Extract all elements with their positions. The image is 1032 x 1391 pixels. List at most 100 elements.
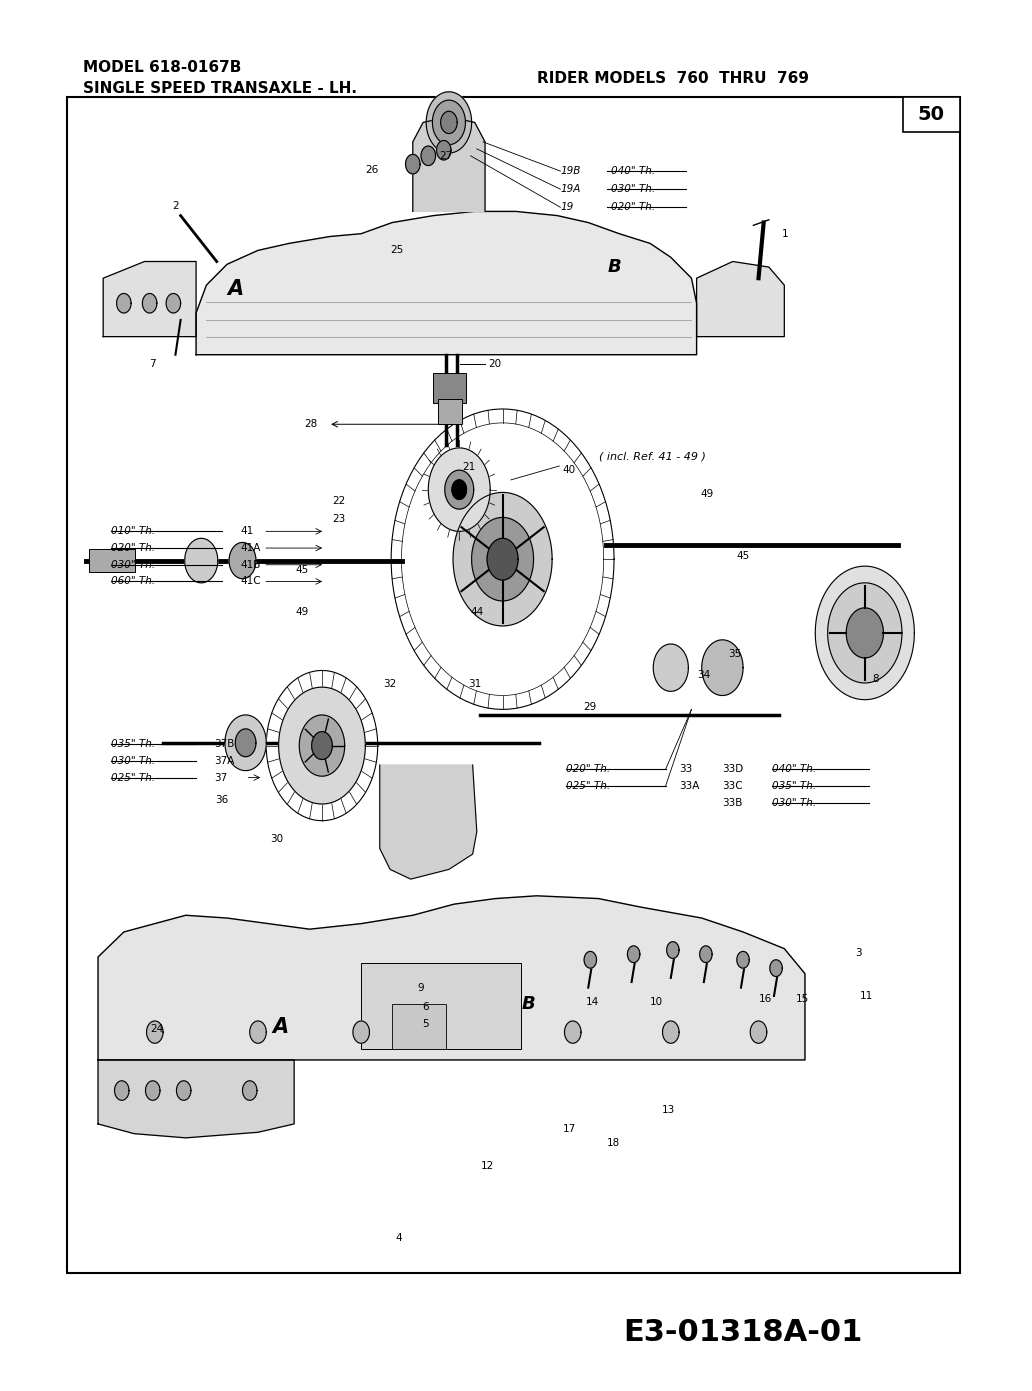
Polygon shape bbox=[445, 470, 474, 509]
Text: 8: 8 bbox=[872, 673, 878, 684]
Text: 2: 2 bbox=[172, 200, 179, 211]
Text: 030" Th.: 030" Th. bbox=[111, 559, 156, 570]
Text: 020" Th.: 020" Th. bbox=[111, 542, 156, 554]
Polygon shape bbox=[441, 111, 457, 134]
Polygon shape bbox=[750, 1021, 767, 1043]
Text: 33D: 33D bbox=[722, 764, 744, 775]
Polygon shape bbox=[406, 154, 420, 174]
Text: 5: 5 bbox=[422, 1018, 428, 1029]
Polygon shape bbox=[453, 492, 552, 626]
Polygon shape bbox=[250, 1021, 266, 1043]
Text: 040" Th.: 040" Th. bbox=[611, 166, 655, 177]
Text: 50: 50 bbox=[917, 106, 945, 124]
Polygon shape bbox=[312, 732, 332, 759]
Text: 020" Th.: 020" Th. bbox=[611, 202, 655, 213]
Polygon shape bbox=[235, 729, 256, 757]
Polygon shape bbox=[115, 1081, 129, 1100]
Text: 17: 17 bbox=[563, 1124, 576, 1135]
Text: 7: 7 bbox=[150, 359, 156, 370]
Text: 32: 32 bbox=[384, 679, 396, 690]
Polygon shape bbox=[185, 538, 218, 583]
Text: 23: 23 bbox=[332, 513, 345, 524]
Polygon shape bbox=[815, 566, 914, 700]
Text: E3-01318A-01: E3-01318A-01 bbox=[623, 1319, 863, 1346]
Polygon shape bbox=[142, 294, 157, 313]
Bar bbox=[438, 399, 462, 424]
Polygon shape bbox=[196, 211, 697, 355]
Polygon shape bbox=[243, 1081, 257, 1100]
Text: 34: 34 bbox=[698, 669, 710, 680]
Polygon shape bbox=[770, 960, 782, 976]
Text: 30: 30 bbox=[270, 833, 283, 844]
Polygon shape bbox=[146, 1081, 160, 1100]
Polygon shape bbox=[98, 1060, 294, 1138]
Text: 25: 25 bbox=[391, 245, 404, 256]
Text: 9: 9 bbox=[418, 982, 424, 993]
Text: 41: 41 bbox=[240, 526, 254, 537]
Text: 19B: 19B bbox=[560, 166, 581, 177]
Text: MODEL 618-0167B: MODEL 618-0167B bbox=[83, 60, 240, 75]
Text: 12: 12 bbox=[481, 1160, 493, 1171]
Text: 035" Th.: 035" Th. bbox=[111, 739, 156, 750]
Text: 19: 19 bbox=[560, 202, 574, 213]
Polygon shape bbox=[667, 942, 679, 958]
Bar bbox=[392, 1004, 446, 1049]
Polygon shape bbox=[565, 1021, 581, 1043]
Polygon shape bbox=[452, 480, 466, 499]
Polygon shape bbox=[421, 146, 436, 166]
Text: 21: 21 bbox=[462, 462, 476, 473]
Text: 41B: 41B bbox=[240, 559, 261, 570]
Polygon shape bbox=[828, 583, 902, 683]
Polygon shape bbox=[225, 715, 266, 771]
Text: 060" Th.: 060" Th. bbox=[111, 576, 156, 587]
Text: 15: 15 bbox=[797, 993, 809, 1004]
Polygon shape bbox=[472, 517, 534, 601]
Text: 33A: 33A bbox=[679, 780, 700, 791]
Text: 18: 18 bbox=[607, 1138, 619, 1149]
Text: 40: 40 bbox=[562, 465, 576, 476]
Text: 025" Th.: 025" Th. bbox=[111, 772, 156, 783]
Text: 31: 31 bbox=[469, 679, 481, 690]
Polygon shape bbox=[147, 1021, 163, 1043]
Text: 26: 26 bbox=[365, 164, 378, 175]
Text: 36: 36 bbox=[216, 794, 228, 805]
Polygon shape bbox=[380, 765, 477, 879]
Polygon shape bbox=[653, 644, 688, 691]
Text: B: B bbox=[521, 996, 536, 1013]
Text: 025" Th.: 025" Th. bbox=[566, 780, 610, 791]
Text: RIDER MODELS  760  THRU  769: RIDER MODELS 760 THRU 769 bbox=[537, 71, 809, 86]
Polygon shape bbox=[702, 640, 743, 696]
Text: 14: 14 bbox=[586, 996, 599, 1007]
Text: 22: 22 bbox=[332, 495, 345, 506]
Text: 33B: 33B bbox=[722, 797, 743, 808]
Polygon shape bbox=[117, 294, 131, 313]
Text: 45: 45 bbox=[737, 551, 749, 562]
Text: 28: 28 bbox=[304, 419, 318, 430]
Text: 29: 29 bbox=[584, 701, 596, 712]
Polygon shape bbox=[98, 896, 805, 1060]
Text: 030" Th.: 030" Th. bbox=[611, 184, 655, 195]
Text: 11: 11 bbox=[861, 990, 873, 1002]
Text: A: A bbox=[227, 280, 244, 299]
Text: 33C: 33C bbox=[722, 780, 743, 791]
Text: 24: 24 bbox=[151, 1024, 163, 1035]
Text: 37B: 37B bbox=[215, 739, 235, 750]
Text: ( incl. Ref. 41 - 49 ): ( incl. Ref. 41 - 49 ) bbox=[599, 451, 706, 462]
Text: 33: 33 bbox=[679, 764, 692, 775]
Bar bbox=[433, 373, 466, 403]
Polygon shape bbox=[299, 715, 345, 776]
Text: 020" Th.: 020" Th. bbox=[566, 764, 610, 775]
Text: 44: 44 bbox=[471, 606, 483, 618]
Text: 45: 45 bbox=[296, 565, 309, 576]
Polygon shape bbox=[663, 1021, 679, 1043]
Text: 16: 16 bbox=[760, 993, 772, 1004]
Polygon shape bbox=[103, 262, 196, 337]
Polygon shape bbox=[229, 542, 256, 579]
Text: B: B bbox=[607, 259, 621, 275]
Text: 19A: 19A bbox=[560, 184, 581, 195]
Text: 41A: 41A bbox=[240, 542, 261, 554]
Text: 27: 27 bbox=[440, 150, 452, 161]
Polygon shape bbox=[432, 100, 465, 145]
Text: 4: 4 bbox=[395, 1232, 401, 1244]
Polygon shape bbox=[353, 1021, 369, 1043]
